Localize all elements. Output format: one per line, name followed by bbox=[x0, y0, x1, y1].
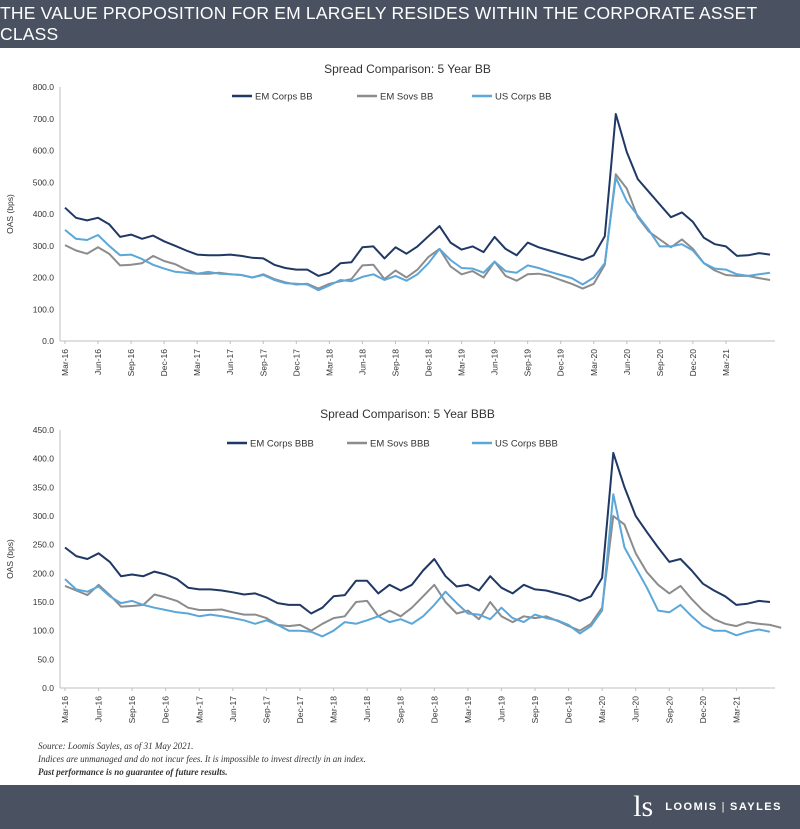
bb-x-tick-label: Dec-17 bbox=[291, 349, 301, 377]
bbb-x-tick-label: Mar-20 bbox=[597, 696, 607, 723]
bbb-y-tick-label: 50.0 bbox=[37, 654, 54, 664]
logo-left-text: LOOMIS bbox=[665, 801, 718, 813]
bbb-y-tick-label: 0.0 bbox=[42, 683, 54, 693]
bbb-x-tick-label: Mar-18 bbox=[329, 696, 339, 723]
bbb-series-line-em-corps bbox=[64, 451, 771, 615]
bbb-x-tick-label: Mar-19 bbox=[463, 696, 473, 723]
bbb-y-tick-label: 450.0 bbox=[33, 425, 55, 435]
bbb-x-tick-label: Dec-17 bbox=[295, 696, 305, 724]
bb-x-tick-label: Mar-18 bbox=[324, 349, 334, 376]
bbb-x-tick-label: Sep-20 bbox=[664, 696, 674, 724]
bb-x-tick-label: Sep-17 bbox=[258, 349, 268, 377]
bb-series-line-us-corps bbox=[64, 176, 771, 292]
bbb-x-tick-label: Jun-20 bbox=[631, 696, 641, 722]
bb-y-tick-label: 800.0 bbox=[33, 82, 55, 92]
bbb-x-tick-label: Mar-17 bbox=[194, 696, 204, 723]
bb-x-tick-label: Mar-20 bbox=[589, 349, 599, 376]
bb-x-tick-label: Dec-16 bbox=[159, 349, 169, 377]
bb-y-tick-label: 300.0 bbox=[33, 241, 55, 251]
bbb-y-axis-label: OAS (bps) bbox=[5, 539, 15, 579]
bb-y-tick-label: 400.0 bbox=[33, 209, 55, 219]
bb-x-tick-label: Sep-19 bbox=[523, 349, 533, 377]
bb-x-tick-label: Dec-19 bbox=[556, 349, 566, 377]
bb-x-tick-label: Dec-20 bbox=[688, 349, 698, 377]
bbb-y-tick-label: 350.0 bbox=[33, 482, 55, 492]
bb-x-tick-label: Sep-16 bbox=[126, 349, 136, 377]
bbb-x-tick-label: Dec-19 bbox=[564, 696, 574, 724]
bbb-x-tick-label: Mar-16 bbox=[60, 696, 70, 723]
bbb-legend-label-em-sovs: EM Sovs BBB bbox=[370, 439, 430, 450]
bb-y-axis-label: OAS (bps) bbox=[5, 194, 15, 234]
bb-legend-label-em-sovs: EM Sovs BB bbox=[380, 92, 433, 103]
bb-x-tick-label: Jun-17 bbox=[225, 349, 235, 375]
footer-bar: ls LOOMIS | SAYLES bbox=[0, 785, 800, 829]
bb-x-tick-label: Mar-16 bbox=[60, 349, 70, 376]
bbb-x-tick-label: Dec-16 bbox=[161, 696, 171, 724]
bb-spread-chart: Spread Comparison: 5 Year BB OAS (bps) 0.0… bbox=[5, 62, 775, 377]
bbb-x-tick-label: Jun-19 bbox=[496, 696, 506, 722]
bbb-x-tick-label: Jun-17 bbox=[228, 696, 238, 722]
bb-legend-label-us-corps: US Corps BB bbox=[495, 92, 552, 103]
bbb-x-tick-label: Jun-16 bbox=[94, 696, 104, 722]
bbb-spread-chart: Spread Comparison: 5 Year BBB OAS (bps) 0.… bbox=[5, 407, 782, 724]
bb-y-tick-label: 0.0 bbox=[42, 336, 54, 346]
bbb-y-tick-label: 250.0 bbox=[33, 540, 55, 550]
bbb-y-tick-label: 150.0 bbox=[33, 597, 55, 607]
source-note: Source: Loomis Sayles, as of 31 May 2021… bbox=[38, 741, 194, 751]
bbb-legend-label-us-corps: US Corps BBB bbox=[495, 439, 558, 450]
bbb-chart-title: Spread Comparison: 5 Year BBB bbox=[320, 407, 495, 421]
bb-x-tick-label: Sep-20 bbox=[655, 349, 665, 377]
bb-x-tick-label: Mar-19 bbox=[457, 349, 467, 376]
bbb-y-tick-label: 200.0 bbox=[33, 568, 55, 578]
loomis-sayles-logo: ls LOOMIS | SAYLES bbox=[633, 785, 782, 829]
footnotes: Source: Loomis Sayles, as of 31 May 2021… bbox=[38, 740, 366, 779]
bb-x-tick-label: Sep-18 bbox=[390, 349, 400, 377]
bbb-x-tick-label: Dec-18 bbox=[429, 696, 439, 724]
bb-y-tick-label: 600.0 bbox=[33, 146, 55, 156]
past-performance-disclaimer: Past performance is no guarantee of futu… bbox=[38, 767, 228, 777]
bbb-y-tick-label: 100.0 bbox=[33, 626, 55, 636]
bb-x-tick-label: Mar-21 bbox=[721, 349, 731, 376]
bbb-x-tick-label: Jun-18 bbox=[362, 696, 372, 722]
bbb-x-tick-label: Sep-16 bbox=[127, 696, 137, 724]
bb-x-tick-label: Jun-19 bbox=[490, 349, 500, 375]
bbb-series-line-em-sovs bbox=[64, 515, 782, 632]
page-title: THE VALUE PROPOSITION FOR EM LARGELY RES… bbox=[0, 3, 758, 44]
bb-x-tick-label: Dec-18 bbox=[424, 349, 434, 377]
bbb-x-tick-label: Sep-17 bbox=[261, 696, 271, 724]
bbb-y-tick-label: 300.0 bbox=[33, 511, 55, 521]
bb-series-line-em-corps bbox=[64, 113, 771, 277]
indices-disclaimer: Indices are unmanaged and do not incur f… bbox=[38, 754, 366, 764]
bb-x-tick-label: Jun-16 bbox=[93, 349, 103, 375]
bb-y-tick-label: 500.0 bbox=[33, 177, 55, 187]
bb-x-tick-label: Jun-20 bbox=[622, 349, 632, 375]
bbb-legend-label-em-corps: EM Corps BBB bbox=[250, 439, 314, 450]
logo-mark-icon: ls bbox=[633, 790, 654, 823]
bbb-x-tick-label: Dec-20 bbox=[698, 696, 708, 724]
bb-chart-title: Spread Comparison: 5 Year BB bbox=[324, 62, 491, 76]
logo-right-text: SAYLES bbox=[729, 801, 782, 813]
bb-x-tick-label: Mar-17 bbox=[192, 349, 202, 376]
bbb-x-tick-label: Sep-18 bbox=[396, 696, 406, 724]
bb-y-tick-label: 700.0 bbox=[33, 114, 55, 124]
bbb-y-tick-label: 400.0 bbox=[33, 454, 55, 464]
bb-x-tick-label: Jun-18 bbox=[357, 349, 367, 375]
title-banner: THE VALUE PROPOSITION FOR EM LARGELY RES… bbox=[0, 0, 800, 48]
bb-y-tick-label: 100.0 bbox=[33, 304, 55, 314]
bbb-x-tick-label: Mar-21 bbox=[731, 696, 741, 723]
bbb-x-tick-label: Sep-19 bbox=[530, 696, 540, 724]
bbb-series-line-us-corps bbox=[64, 493, 771, 638]
bb-y-tick-label: 200.0 bbox=[33, 273, 55, 283]
bb-legend-label-em-corps: EM Corps BB bbox=[255, 92, 313, 103]
logo-separator: | bbox=[721, 801, 726, 813]
